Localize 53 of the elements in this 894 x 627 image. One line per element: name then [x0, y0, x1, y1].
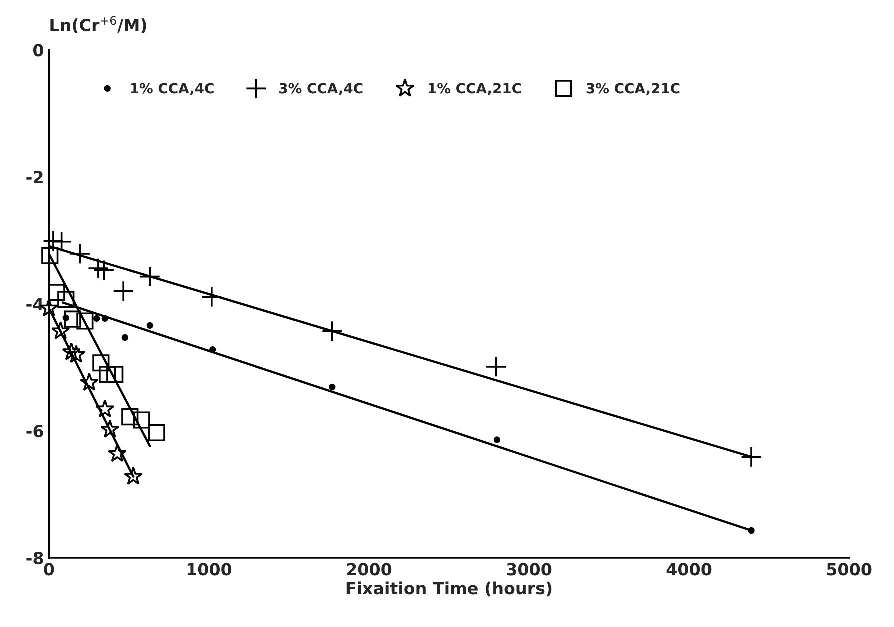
point	[80, 372, 99, 392]
point	[94, 260, 115, 282]
point	[148, 424, 166, 442]
y-tick-label: -2	[26, 171, 43, 184]
point	[64, 310, 82, 328]
point	[66, 344, 86, 364]
point	[140, 266, 161, 288]
point	[42, 230, 64, 252]
point	[94, 315, 100, 322]
point	[122, 408, 139, 426]
x-tick-label: 4000	[666, 563, 712, 576]
x-axis-title: Fixaition Time (hours)	[346, 582, 552, 597]
point	[70, 243, 91, 265]
point	[133, 412, 150, 429]
point	[58, 291, 75, 308]
x-tick-label: 2000	[347, 563, 392, 576]
x-tick-label: 3000	[507, 563, 552, 576]
y-tick-label: -6	[26, 425, 44, 438]
point	[100, 420, 120, 438]
point	[740, 446, 762, 468]
x-tick-label: 1000	[188, 563, 232, 576]
point	[322, 320, 344, 342]
point	[106, 366, 124, 384]
point	[92, 354, 110, 372]
point	[494, 436, 501, 444]
point	[146, 322, 154, 330]
point	[748, 527, 755, 534]
legend-label: 3% CCA,21C	[586, 83, 680, 96]
point	[122, 334, 129, 342]
point	[48, 284, 66, 302]
y-tick-label: 0	[34, 44, 44, 57]
point	[62, 342, 82, 361]
point	[102, 315, 109, 322]
legend-label: 1% CCA,4C	[131, 83, 214, 96]
x-tick-label: 0	[44, 563, 54, 576]
point	[76, 312, 94, 330]
legend-label: 3% CCA,4C	[280, 83, 363, 96]
point	[51, 231, 72, 253]
point	[51, 321, 70, 340]
point	[99, 366, 116, 384]
point	[124, 466, 143, 485]
point	[201, 286, 223, 308]
point	[88, 258, 110, 280]
point	[108, 444, 127, 462]
point	[96, 400, 115, 418]
legend-label: 1% CCA,21C	[429, 83, 522, 96]
y-tick-label: -8	[26, 552, 44, 565]
point	[329, 384, 336, 391]
y-axis-title: Ln(Cr$^{+6}$/M)	[50, 16, 146, 34]
point	[112, 280, 134, 302]
point	[486, 356, 507, 378]
x-tick-label: 5000	[827, 563, 872, 576]
point	[42, 247, 59, 264]
